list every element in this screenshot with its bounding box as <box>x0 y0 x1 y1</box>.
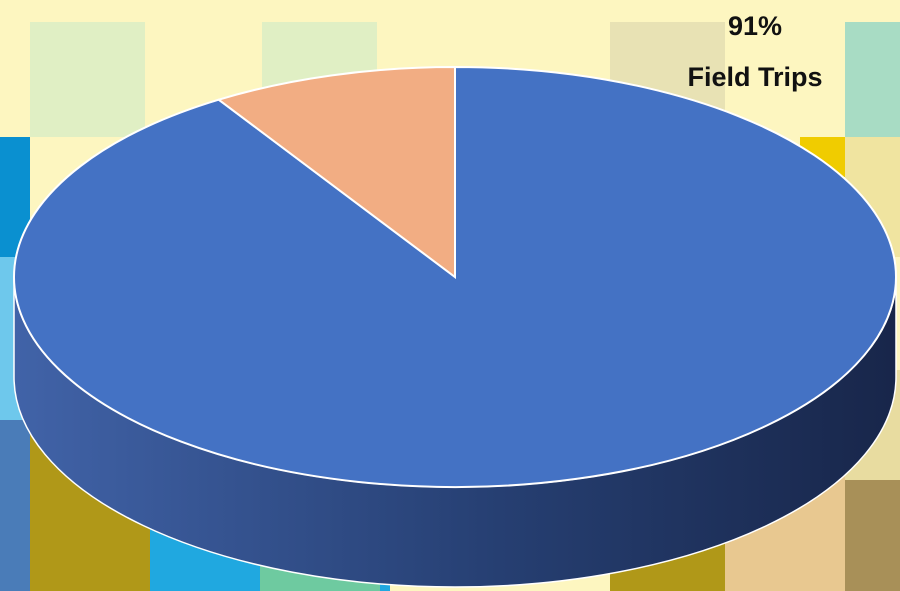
pie <box>13 65 897 588</box>
data-label: 91% <box>728 11 782 41</box>
pie-slice <box>216 65 456 280</box>
category-label: Field Trips <box>687 62 822 92</box>
